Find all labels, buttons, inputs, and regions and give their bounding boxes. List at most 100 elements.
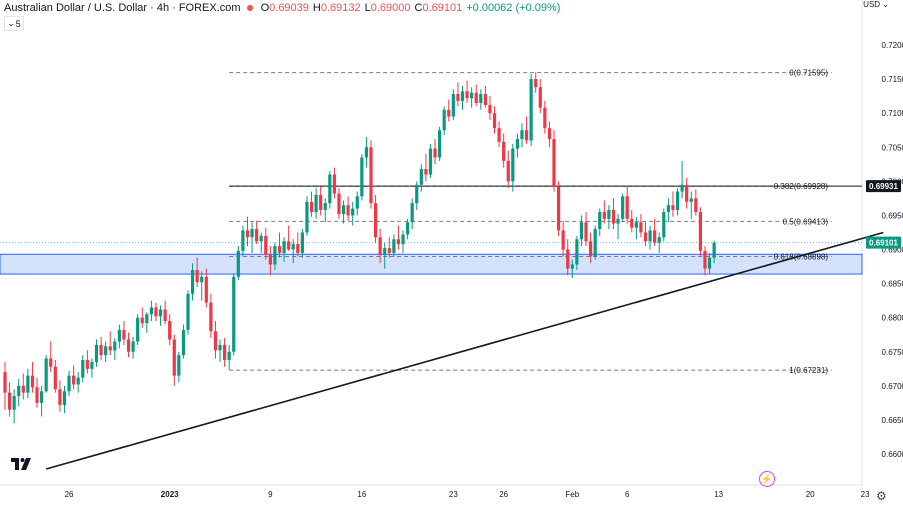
candle: [470, 87, 474, 108]
candle: [337, 188, 341, 219]
candle: [360, 154, 364, 201]
candle-body: [259, 235, 263, 242]
candle-body: [465, 91, 469, 99]
candle: [305, 196, 309, 236]
candle: [90, 358, 94, 378]
symbol-title[interactable]: Australian Dollar / U.S. Dollar · 4h · F…: [4, 2, 241, 14]
candle-body: [428, 148, 433, 175]
candle: [62, 385, 67, 414]
candle: [575, 235, 579, 270]
candle: [634, 216, 638, 240]
candle-body: [145, 314, 149, 324]
candle: [671, 191, 675, 217]
candle: [177, 351, 181, 383]
candle-body: [438, 130, 442, 158]
candle: [168, 314, 172, 345]
fib-level-label: 0(0.71595): [789, 69, 828, 78]
candle-body: [53, 366, 57, 390]
y-tick-label: 0.68500: [882, 280, 903, 289]
candle-body: [341, 205, 346, 215]
tradingview-logo-icon[interactable]: [10, 455, 36, 473]
y-tick-label: 0.67500: [882, 348, 903, 357]
candle-body: [113, 341, 117, 351]
candle-body: [483, 94, 487, 105]
currency-label: USD: [863, 0, 881, 9]
candle-body: [90, 361, 94, 369]
candle-body: [204, 276, 208, 303]
candle: [108, 331, 112, 356]
candle-body: [451, 94, 455, 117]
candle-body: [172, 339, 176, 376]
candle: [643, 222, 648, 247]
candle-body: [703, 250, 707, 269]
candle-body: [625, 196, 629, 219]
candle: [296, 232, 300, 257]
candle-body: [351, 208, 355, 216]
candle: [648, 225, 652, 250]
candle-body: [547, 128, 552, 140]
candle-body: [492, 113, 497, 129]
candle: [136, 314, 140, 345]
gear-icon[interactable]: ⚙: [876, 489, 887, 503]
candle-body: [607, 209, 611, 219]
y-tick-label: 0.69000: [882, 246, 903, 255]
candle: [392, 234, 396, 257]
y-tick-label: 0.66000: [882, 450, 903, 459]
candle: [653, 218, 657, 247]
candle: [12, 389, 16, 424]
candle-body: [387, 248, 391, 253]
candle-body: [355, 196, 359, 209]
candle-body: [296, 244, 300, 253]
candle-body: [575, 239, 579, 265]
candle: [94, 339, 99, 367]
candle: [58, 380, 62, 412]
candle: [223, 338, 227, 367]
candle: [378, 229, 382, 264]
candle: [698, 207, 702, 257]
lightning-icon[interactable]: ⚡: [759, 471, 775, 487]
candle: [598, 208, 602, 236]
candle-body: [3, 372, 7, 393]
candle: [373, 194, 378, 243]
candle-body: [694, 198, 698, 213]
candle-body: [277, 246, 282, 253]
last-price-badge-label: 0.69101: [869, 239, 898, 248]
candle-body: [236, 250, 240, 277]
last-price-badge: 0.69101: [866, 236, 901, 249]
candle: [712, 240, 716, 264]
candle: [140, 307, 144, 328]
candle: [26, 368, 30, 399]
candle: [666, 198, 670, 223]
candle: [433, 139, 437, 165]
candle: [657, 232, 661, 253]
candle-body: [529, 79, 533, 141]
currency-selector[interactable]: USD ⌄: [863, 0, 889, 9]
candle: [227, 344, 231, 371]
candle-body: [515, 139, 519, 149]
x-tick-label: 23: [449, 490, 458, 499]
candle: [506, 150, 510, 189]
candle: [154, 302, 158, 322]
candle-body: [190, 269, 195, 294]
candle-body: [213, 331, 218, 351]
candle: [602, 200, 606, 224]
candle: [126, 332, 131, 358]
low-label: L: [364, 2, 371, 14]
candle: [419, 164, 423, 192]
fib-level-label: 0.382(0.69928): [774, 182, 829, 191]
candle-body: [62, 391, 67, 405]
candle-body: [460, 91, 465, 101]
close-value: 0.69101: [422, 2, 463, 14]
candle-body: [309, 201, 314, 213]
candle-body: [21, 385, 25, 393]
candle: [190, 263, 195, 301]
candle: [181, 324, 186, 359]
candle-body: [396, 239, 401, 245]
interval-toggle[interactable]: ⌄ 5: [4, 16, 24, 31]
candle: [332, 167, 336, 199]
candle: [579, 215, 584, 247]
candle-body: [593, 229, 597, 257]
candle-body: [149, 307, 153, 315]
